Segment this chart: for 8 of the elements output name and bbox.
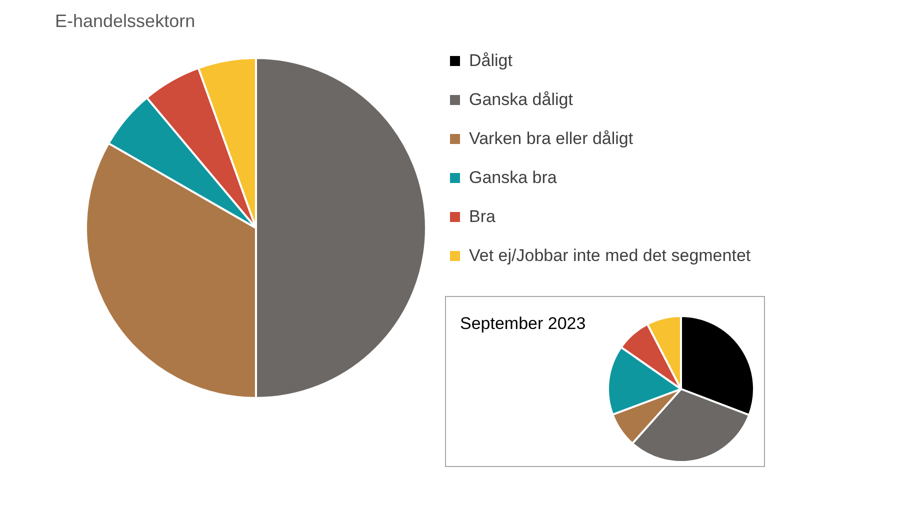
legend-label: Bra: [469, 206, 496, 226]
legend-label: Ganska dåligt: [469, 90, 573, 110]
legend-label: Vet ej/Jobbar inte med det segmentet: [469, 246, 751, 266]
legend-label: Varken bra eller dåligt: [469, 128, 634, 148]
chart-title: September 2023: [460, 314, 586, 334]
legend-label: Dåligt: [469, 50, 512, 70]
chart-title: E-handelssektorn: [55, 11, 196, 32]
legend-label: Ganska bra: [469, 168, 557, 188]
